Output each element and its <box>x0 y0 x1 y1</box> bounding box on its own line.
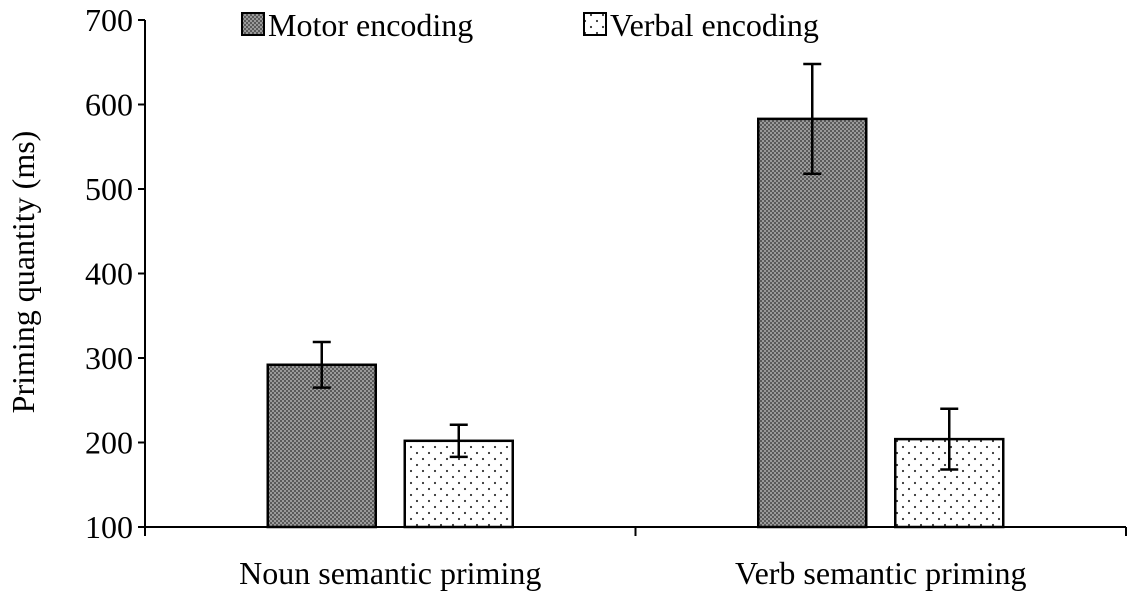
y-tick-label: 200 <box>85 425 133 461</box>
legend: Motor encoding Verbal encoding <box>241 7 819 43</box>
legend-swatch-motor <box>241 12 265 36</box>
x-axis: Noun semantic priming Verb semantic primi… <box>144 526 1127 591</box>
y-tick-label: 100 <box>85 509 133 545</box>
legend-swatch-verbal <box>583 12 607 36</box>
bar-motor-0 <box>266 363 377 529</box>
x-category-label: Verb semantic priming <box>735 555 1026 591</box>
bar-motor-1 <box>757 117 868 529</box>
y-axis-label: Priming quantity (ms) <box>5 131 41 414</box>
error-bars <box>312 62 959 471</box>
y-tick-label: 600 <box>85 87 133 123</box>
legend-label-motor: Motor encoding <box>268 7 473 43</box>
bars <box>266 117 1005 529</box>
y-tick-label: 500 <box>85 171 133 207</box>
y-axis: 100 200 300 400 500 600 700 <box>85 2 146 545</box>
legend-label-verbal: Verbal encoding <box>610 7 819 43</box>
x-category-label: Noun semantic priming <box>239 555 541 591</box>
y-tick-label: 300 <box>85 340 133 376</box>
y-tick-label: 700 <box>85 2 133 38</box>
y-tick-label: 400 <box>85 256 133 292</box>
